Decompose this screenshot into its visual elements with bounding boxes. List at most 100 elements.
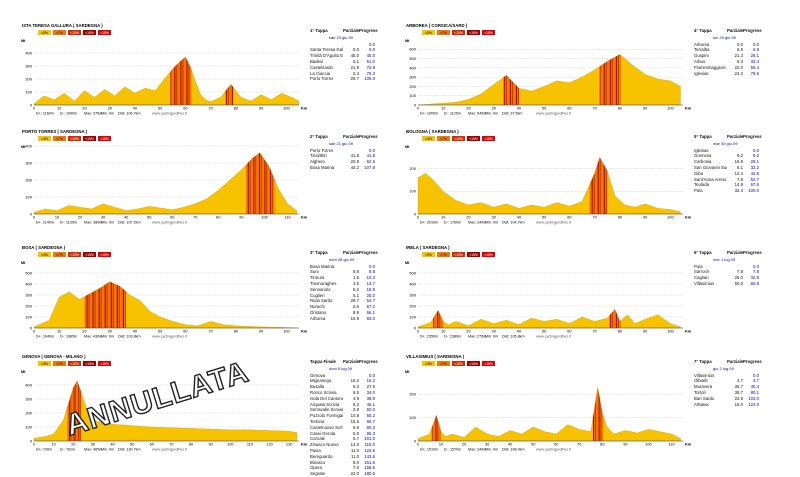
steep-sections: [84, 281, 126, 328]
progress-cell: 55.4: [750, 64, 759, 70]
partial-cell: 45.0: [350, 53, 359, 59]
partial-cell: 6.8: [737, 47, 743, 53]
stage-table-final: Tappa Finale Parziale Progress dom 5 lug 09…: [310, 359, 378, 477]
legend-label: <3%: [425, 137, 432, 141]
table-row: Pula 32.4 100.0: [694, 188, 759, 194]
town-cell: Olbia/b: [694, 378, 708, 384]
table-row: Serravalle Scrivia 3.8 50.0: [310, 407, 375, 413]
town-cell: Terralba: [694, 47, 710, 53]
progress-cell: 32.8: [750, 275, 759, 281]
table-row: Arquata Scrivia 8.2 46.1: [310, 402, 375, 408]
partial-cell: 29.7: [350, 298, 359, 304]
gradient-stripe: [615, 309, 617, 328]
gradient-stripe: [601, 157, 603, 214]
progress-cell: 51.0: [366, 58, 375, 64]
table-row: Fluminimaggiore 22.0 55.4: [694, 65, 759, 71]
legend-swatch: [83, 252, 96, 257]
partial-cell: 41.8: [350, 153, 359, 159]
table-row: Porto Torres 0.0: [310, 148, 375, 154]
table-row: Arbatax 15.0 124.0: [694, 402, 759, 408]
x-tick-label: 40: [508, 442, 513, 447]
legend-label: <7%: [440, 137, 447, 141]
town-cell: Bosa Marina: [310, 263, 335, 269]
col-progress: Progress: [359, 250, 378, 255]
stage-name: 5° Tappa: [694, 134, 712, 139]
table-row: Tortona 15.5 80.7: [310, 419, 375, 425]
partial-cell: 9.2: [737, 153, 743, 159]
town-cell: Badesi: [310, 58, 324, 64]
table-row: Busalla 6.3 27.5: [310, 384, 375, 390]
y-tick-label: 500: [25, 270, 32, 275]
gradient-stripe: [594, 387, 596, 441]
progress-cell: 25.0: [366, 292, 375, 298]
partial-cell: 22.0: [734, 64, 743, 70]
stat-label: Min: 0m: [485, 448, 498, 452]
town-cell: Trinità D'Agultu E.V.: [310, 53, 343, 59]
stat-label: Dist: 103.8km: [118, 335, 141, 339]
progress-cell: 33.4: [750, 58, 759, 64]
y-tick-label: 200: [409, 303, 416, 308]
y-tick-label: 200: [25, 177, 32, 182]
y-axis-label: Mt: [21, 39, 26, 43]
legend-swatch: [83, 136, 96, 141]
chart-title: GENOVA ( GENOVA - MILANO ): [22, 354, 86, 359]
gradient-stripe: [176, 56, 178, 105]
progress-cell: 34.0: [366, 389, 375, 395]
gradient-stripe: [75, 380, 77, 441]
gradient-stripe: [268, 152, 270, 214]
progress-cell: 105.0: [364, 76, 375, 82]
partial-cell: 0.0: [737, 41, 743, 47]
legend-swatch: [467, 136, 480, 141]
town-cell: Tissi/Ittiri: [310, 153, 327, 159]
progress-cell: 57.2: [366, 304, 375, 310]
gradient-stripe: [100, 281, 102, 328]
town-cell: Sarroch: [694, 269, 710, 275]
progress-cell: 0.0: [753, 372, 759, 378]
legend-label: <3%: [41, 362, 48, 366]
col-progress: Progress: [743, 359, 762, 364]
legend-label: <10%: [70, 362, 79, 366]
stat-label: Min: 0m: [101, 112, 114, 116]
stat-label: Max: 240m: [468, 221, 486, 225]
partial-cell: 9.5: [353, 389, 359, 395]
legend-label: <15%: [469, 253, 478, 257]
town-cell: Cagliari: [694, 275, 709, 281]
profile-chart-6: IRELA ( SARDEGNA )<3% <7% <10% <15% >15%0100…: [405, 245, 692, 339]
table-row: Zinasco Nuovo 14.0 115.0: [310, 442, 375, 448]
stat-label: Dist: 105.8km: [502, 335, 525, 339]
site-credit: www.cyclingprofiles.it: [536, 112, 571, 116]
y-tick-label: 0: [414, 325, 417, 330]
stat-label: D-: 1985m: [60, 335, 77, 339]
chart-title: ARBOREA ( CORSICA/SARD ): [406, 23, 468, 28]
legend-swatch: [452, 30, 465, 35]
x-tick-label: 0: [417, 215, 420, 220]
progress-cell: 72.9: [366, 64, 375, 70]
progress-cell: 46.1: [366, 401, 375, 407]
steep-band: [433, 309, 444, 328]
progress-cell: 115.0: [364, 442, 375, 448]
gradient-stripe: [611, 54, 613, 105]
x-tick-label: 40: [517, 329, 522, 334]
table-row: Bereguardo 11.0 143.6: [310, 454, 375, 460]
progress-cell: 80.1: [750, 389, 759, 395]
partial-cell: 3.5: [353, 280, 359, 286]
progress-cell: 62.6: [366, 159, 375, 165]
col-partial: Parziale: [343, 359, 360, 364]
x-tick-label: 90: [643, 329, 648, 334]
stage-name: 7° Tappa: [694, 359, 712, 364]
col-partial: Parziale: [727, 359, 744, 364]
progress-cell: 151.6: [364, 459, 375, 465]
x-tick-label: 70: [193, 215, 198, 220]
legend-swatch: [437, 361, 450, 366]
col-partial: Parziale: [727, 250, 744, 255]
x-tick-label: 50: [542, 106, 547, 111]
stage-date: sab 21 giu 09: [329, 140, 354, 146]
partial-cell: 20.8: [350, 159, 359, 165]
stage-name: 4° Tappa: [694, 28, 712, 33]
gradient-stripe: [108, 281, 110, 328]
gradient-stripe: [613, 309, 615, 328]
gradient-stripe: [600, 387, 602, 441]
progress-cell: 180.6: [364, 471, 375, 477]
town-cell: Sennariolo: [310, 286, 331, 292]
x-tick-label: 20: [82, 329, 87, 334]
